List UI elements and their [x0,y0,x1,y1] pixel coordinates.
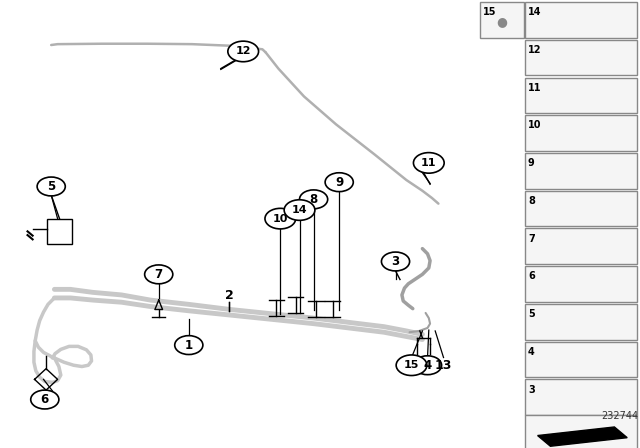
Text: 12: 12 [236,47,251,56]
Circle shape [145,265,173,284]
Text: 4: 4 [528,347,535,357]
Bar [525,266,637,302]
Bar [525,415,637,448]
Bar [525,2,637,38]
Text: 6: 6 [41,393,49,406]
Text: 14: 14 [528,7,541,17]
Circle shape [396,355,427,375]
Bar [525,379,637,415]
Circle shape [265,208,296,229]
Text: 7: 7 [528,233,535,244]
Text: 2: 2 [225,289,234,302]
Text: 1: 1 [185,339,193,352]
Circle shape [381,252,410,271]
Circle shape [37,177,65,196]
Bar [525,191,637,226]
Text: 7: 7 [155,268,163,281]
Text: 15: 15 [483,7,497,17]
Circle shape [413,153,444,173]
Text: 4: 4 [424,359,431,372]
Bar [525,153,637,189]
Text: 10: 10 [273,214,288,224]
Text: 15: 15 [404,360,419,370]
Circle shape [413,356,442,375]
Text: 10: 10 [528,121,541,130]
Bar [47,220,72,244]
Text: 13: 13 [435,359,452,372]
Text: 5: 5 [47,180,55,193]
Text: 12: 12 [528,45,541,55]
Circle shape [325,173,353,192]
Text: 6: 6 [528,271,535,281]
Circle shape [300,190,328,209]
Text: 14: 14 [292,205,307,215]
Bar [525,115,637,151]
Bar [525,228,637,264]
Text: 11: 11 [528,83,541,93]
Text: 8: 8 [310,193,317,206]
Text: 9: 9 [528,158,535,168]
Polygon shape [538,427,627,446]
Text: 3: 3 [392,255,399,268]
Circle shape [284,200,315,220]
Text: 9: 9 [335,176,343,189]
Bar [525,40,637,75]
Bar [525,304,637,340]
Circle shape [228,41,259,62]
Text: 232744: 232744 [601,411,638,421]
Bar [525,78,637,113]
Text: 8: 8 [528,196,535,206]
Circle shape [31,390,59,409]
Text: 5: 5 [528,309,535,319]
Bar [480,2,524,38]
Text: 3: 3 [528,384,535,395]
Bar [525,342,637,377]
Text: ●: ● [497,15,507,28]
Text: 11: 11 [421,158,436,168]
Circle shape [175,336,203,354]
